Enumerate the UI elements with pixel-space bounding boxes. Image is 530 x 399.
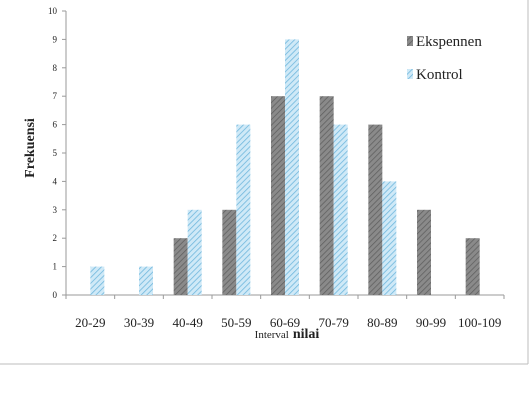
y-tick-label: 0 [53, 290, 58, 300]
y-axis-label: Frekuensi [23, 118, 38, 178]
bar-kontrol [333, 124, 348, 295]
y-tick-label: 4 [53, 176, 58, 186]
y-tick-label: 6 [53, 120, 58, 130]
bar-kontrol [187, 209, 202, 295]
x-axis-label: Interval nilai [255, 325, 320, 342]
x-tick-label: 50-59 [221, 315, 251, 330]
y-tick-label: 2 [53, 233, 58, 243]
bar-ekspennen [222, 209, 237, 295]
y-tick-label: 8 [53, 63, 58, 73]
bar-kontrol [382, 181, 397, 295]
y-tick-label: 3 [53, 205, 58, 215]
x-axis-label-bold: nilai [293, 327, 320, 342]
axes: 0 1 2 3 4 5 6 7 8 9 10 20-29 30-39 40-49 50-59 60-69 70-… [48, 6, 505, 330]
legend-swatch-kontrol [407, 69, 413, 79]
y-tick-label: 5 [53, 148, 58, 158]
x-tick-label: 30-39 [124, 315, 154, 330]
x-tick-label: 40-49 [172, 315, 202, 330]
x-axis-label-light: Interval [255, 329, 289, 341]
y-tick-label: 10 [48, 6, 58, 16]
x-tick-label: 70-79 [318, 315, 348, 330]
x-tick-label: 100-109 [458, 315, 501, 330]
bar-kontrol [139, 266, 153, 295]
bar-kontrol [236, 124, 251, 295]
x-tick-label: 80-89 [367, 315, 397, 330]
bar-ekspennen [319, 96, 334, 295]
y-tick-label: 7 [53, 91, 58, 101]
bar-ekspennen [271, 96, 285, 295]
x-tick-label: 60-69 [270, 315, 300, 330]
legend-label-kontrol: Kontrol [416, 67, 463, 83]
bar-ekspennen [417, 209, 431, 295]
y-tick-label: 1 [53, 262, 58, 272]
legend-swatch-ekspennen [407, 36, 413, 46]
x-tick-label: 20-29 [75, 315, 105, 330]
y-tick-label: 9 [53, 34, 58, 44]
legend: Ekspennen Kontrol [407, 34, 482, 83]
bar-kontrol [90, 266, 105, 295]
bars [90, 39, 480, 296]
bar-ekspennen [173, 238, 188, 295]
legend-label-ekspennen: Ekspennen [416, 34, 482, 50]
bar-kontrol [285, 39, 299, 296]
bar-ekspennen [465, 238, 480, 295]
bar-ekspennen [368, 124, 383, 295]
x-tick-label: 90-99 [416, 315, 446, 330]
